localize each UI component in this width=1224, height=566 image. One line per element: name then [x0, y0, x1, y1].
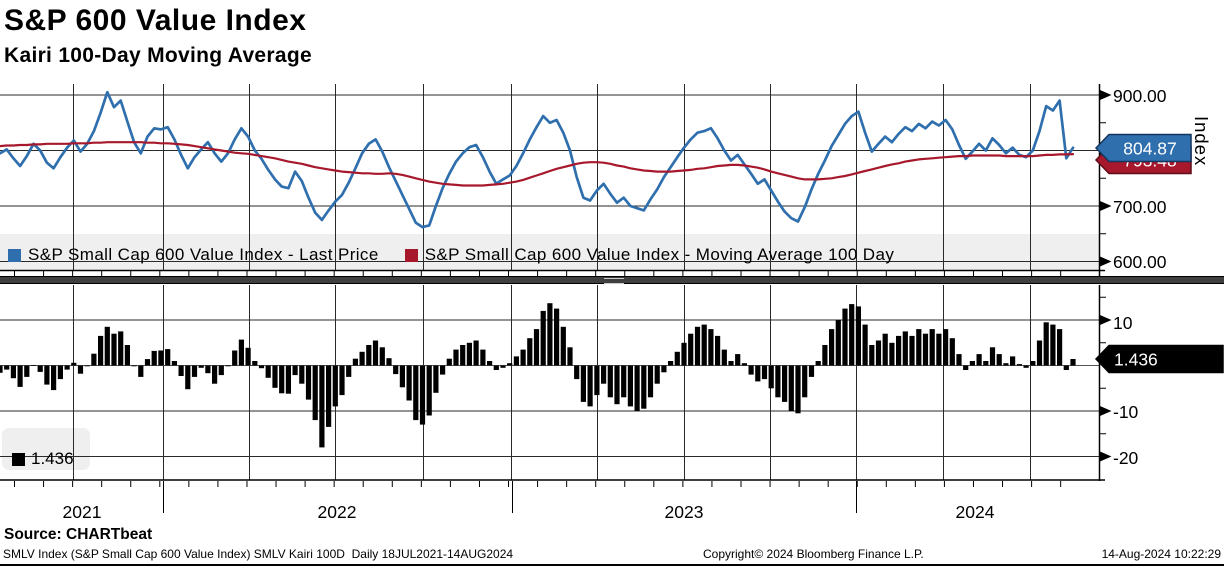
y-tick-700: 700.00: [1113, 197, 1167, 217]
page-subtitle: Kairi 100-Day Moving Average: [4, 44, 312, 67]
kairi-legend: 1.436: [12, 449, 74, 469]
legend-band: [0, 234, 1100, 270]
y-tick-10: 10: [1113, 313, 1133, 333]
last-price-swatch-icon: [8, 248, 21, 262]
y-tick-600: 600.00: [1113, 252, 1167, 272]
last-price-badge-value: 804.87: [1123, 139, 1177, 159]
kairi-y-minor-ticks: [1100, 296, 1106, 435]
x-label-2024: 2024: [955, 502, 995, 522]
footer-copyright: Copyright© 2024 Bloomberg Finance L.P.: [703, 547, 924, 561]
moving-average-line: [0, 141, 1075, 187]
footer-ticker-info: SMLV Index (S&P Small Cap 600 Value Inde…: [3, 547, 514, 561]
legend-label-last-price: S&P Small Cap 600 Value Index - Last Pri…: [28, 245, 379, 264]
price-chart-panel[interactable]: 793.48804.87: [0, 84, 1224, 277]
x-axis: [14, 481, 1062, 513]
kairi-legend-value: 1.436: [31, 449, 74, 468]
price-chart-legend: S&P Small Cap 600 Value Index - Last Pri…: [8, 245, 894, 265]
kairi-chart-panel[interactable]: 1.436: [0, 285, 1224, 481]
price-y-minor-ticks: [1100, 122, 1106, 235]
last-price-line: [0, 90, 1075, 229]
x-year-separators: [163, 481, 857, 513]
price-gridlines: [0, 84, 1100, 271]
x-month-ticks: [14, 481, 1062, 487]
page-title: S&P 600 Value Index: [4, 4, 307, 37]
kairi-bars: [0, 303, 1076, 448]
y-axis-title: Index: [1191, 116, 1212, 167]
x-label-2021: 2021: [62, 502, 102, 522]
last-price-badge: [1094, 133, 1192, 163]
y-tick-900: 900.00: [1113, 86, 1167, 106]
kairi-y-major-tick-arrows: [1100, 315, 1112, 462]
kairi-badge: [1094, 344, 1224, 374]
kairi-swatch-icon: [12, 452, 25, 466]
source-line: Source: CHARTbeat: [4, 526, 153, 543]
legend-item-moving-average: S&P Small Cap 600 Value Index - Moving A…: [404, 245, 895, 265]
legend-item-last-price: S&P Small Cap 600 Value Index - Last Pri…: [8, 245, 379, 265]
panel-divider-grip-icon[interactable]: [604, 278, 624, 284]
kairi-badge-value: 1.436: [1114, 349, 1158, 369]
x-label-2022: 2022: [317, 502, 357, 522]
x-label-2023: 2023: [664, 502, 704, 522]
y-tick-n10: -10: [1113, 402, 1139, 422]
footer-timestamp: 14-Aug-2024 10:22:29: [1101, 547, 1221, 561]
moving-average-swatch-icon: [404, 248, 418, 262]
y-tick-n20: -20: [1113, 448, 1139, 468]
panel-divider: [0, 276, 1224, 284]
legend-label-moving-average: S&P Small Cap 600 Value Index - Moving A…: [424, 245, 895, 264]
price-month-ticks: [14, 270, 1062, 277]
